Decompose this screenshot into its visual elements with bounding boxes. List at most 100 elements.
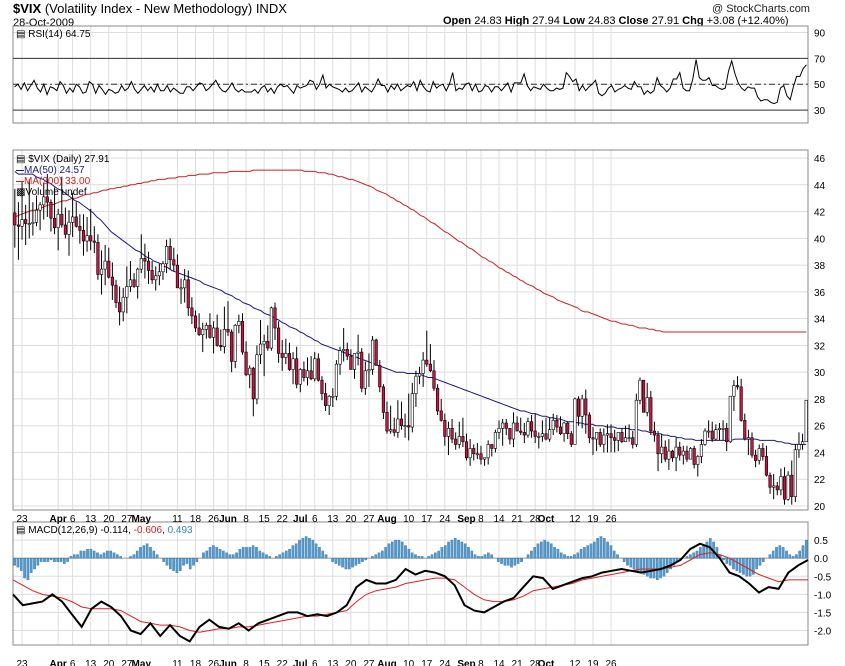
macd-histogram-bar — [278, 554, 281, 559]
macd-histogram-bar — [440, 547, 444, 559]
candle — [143, 243, 147, 279]
candle-body-down — [215, 327, 219, 346]
macd-histogram-bar — [238, 548, 242, 559]
candle-body-down — [428, 363, 432, 372]
macd-histogram-bar — [311, 539, 315, 559]
candle-body-down — [436, 387, 440, 412]
axes: 2323AprApr66131320202727MayMay1111181826… — [16, 28, 831, 666]
x-tick-label: 19 — [587, 514, 599, 525]
candle — [533, 413, 537, 444]
macd-histogram-bar — [612, 550, 616, 559]
candle — [349, 349, 353, 370]
candle-body-down — [739, 386, 743, 421]
candle-body-up — [165, 246, 169, 265]
candle-body-down — [150, 270, 154, 281]
macd-histogram-bar — [410, 552, 414, 559]
candle — [486, 440, 490, 465]
candle — [461, 417, 465, 448]
candle — [175, 254, 179, 289]
panels — [12, 25, 809, 646]
candle — [237, 314, 241, 334]
x-tick-label: 27 — [363, 659, 375, 666]
macd-histogram-bar — [205, 550, 209, 559]
macd-histogram-bar — [371, 556, 374, 559]
candle-body-down — [360, 351, 364, 389]
x-tick-label: 18 — [190, 514, 202, 525]
candle — [78, 214, 82, 244]
candle-body-up — [389, 429, 393, 432]
candle-body-down — [13, 212, 17, 226]
candle — [396, 400, 400, 438]
candle — [193, 310, 198, 333]
candle-body-up — [34, 209, 39, 223]
candle-body-down — [280, 353, 284, 358]
macd-histogram-bar — [185, 558, 189, 564]
candle — [56, 208, 60, 251]
x-tick-label: 26 — [605, 659, 617, 666]
macd-legend-sep: , — [162, 525, 168, 536]
macd-histogram-bar — [699, 547, 702, 559]
candle-body-up — [797, 444, 801, 451]
macd-histogram-bar — [629, 558, 633, 568]
candle — [468, 439, 472, 466]
macd-histogram-bar — [208, 547, 212, 559]
candle — [183, 269, 187, 303]
candle — [251, 366, 255, 417]
candle — [685, 445, 689, 462]
candle — [324, 382, 328, 411]
macd-histogram-bar — [175, 558, 179, 573]
candle-body-up — [703, 430, 707, 445]
candle — [42, 183, 46, 220]
macd-histogram-bar — [361, 558, 364, 562]
candle — [558, 416, 563, 436]
macd-histogram-bar — [291, 545, 295, 559]
candle — [436, 384, 440, 415]
macd-histogram-bar — [228, 554, 232, 559]
candle-body-up — [99, 268, 104, 275]
candle — [797, 432, 801, 458]
candle — [526, 417, 530, 438]
candle-body-up — [42, 196, 46, 206]
candle — [201, 322, 205, 353]
candle — [284, 338, 288, 365]
candle-body-up — [338, 350, 342, 365]
candle — [439, 398, 443, 422]
candle — [74, 202, 78, 228]
candle-body-down — [750, 437, 754, 456]
macd-histogram-bar — [510, 558, 513, 568]
candle — [374, 338, 378, 366]
open-value: 24.83 — [474, 15, 502, 27]
macd-histogram-bar — [59, 558, 63, 562]
macd-histogram-bar — [248, 547, 252, 559]
candle — [154, 266, 158, 291]
candle-body-up — [27, 223, 31, 225]
candle — [71, 192, 75, 237]
candle — [678, 441, 682, 461]
candle-body-up — [136, 268, 140, 287]
macd-histogram-bar — [778, 545, 782, 559]
macd-histogram-bar — [284, 550, 288, 559]
candle — [230, 329, 234, 373]
candle — [85, 216, 89, 252]
candle — [566, 421, 570, 440]
macd-histogram-bar — [463, 543, 467, 559]
chg-value: +3.08 (+12.40%) — [706, 15, 789, 27]
ma200-line — [14, 169, 807, 333]
macd-histogram-bar — [695, 550, 699, 559]
macd-histogram-bar — [473, 554, 477, 559]
candle — [31, 202, 35, 236]
candle-body-up — [457, 436, 461, 445]
candle-body-down — [302, 369, 306, 378]
candle — [45, 174, 49, 217]
candle — [99, 250, 104, 295]
candle — [233, 323, 237, 369]
candle-body-down — [656, 434, 660, 455]
candle-body-up — [222, 329, 226, 348]
macd-histogram-bar — [573, 554, 576, 559]
macd-histogram-bar — [245, 547, 248, 559]
candle-body-down — [197, 327, 201, 335]
macd-histogram-bar — [801, 545, 805, 559]
macd-histogram-bar — [357, 558, 361, 564]
candle — [634, 393, 638, 448]
x-tick-label: 10 — [403, 659, 415, 666]
